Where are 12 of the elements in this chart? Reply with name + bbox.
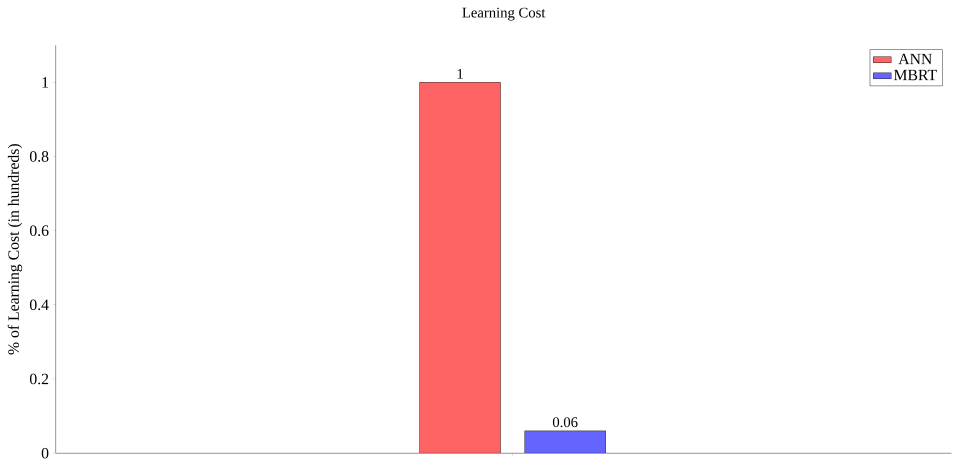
legend-label: ANN: [898, 54, 932, 64]
y-tick-label: 1: [42, 77, 48, 88]
legend-label: MBRT: [894, 70, 937, 80]
y-tick-label: 0.6: [30, 226, 49, 236]
y-tick-label: 0.4: [30, 300, 49, 310]
chart-title: Learning Cost: [462, 8, 546, 21]
y-tick-label: 0.2: [30, 374, 48, 385]
y-tick-label: 0: [42, 448, 48, 459]
data-label: 0.06: [552, 417, 578, 428]
data-label: 1: [458, 69, 463, 79]
y-tick-label: 0.8: [30, 151, 48, 162]
y-axis-title: % of Learning Cost (in hundreds): [8, 144, 22, 355]
